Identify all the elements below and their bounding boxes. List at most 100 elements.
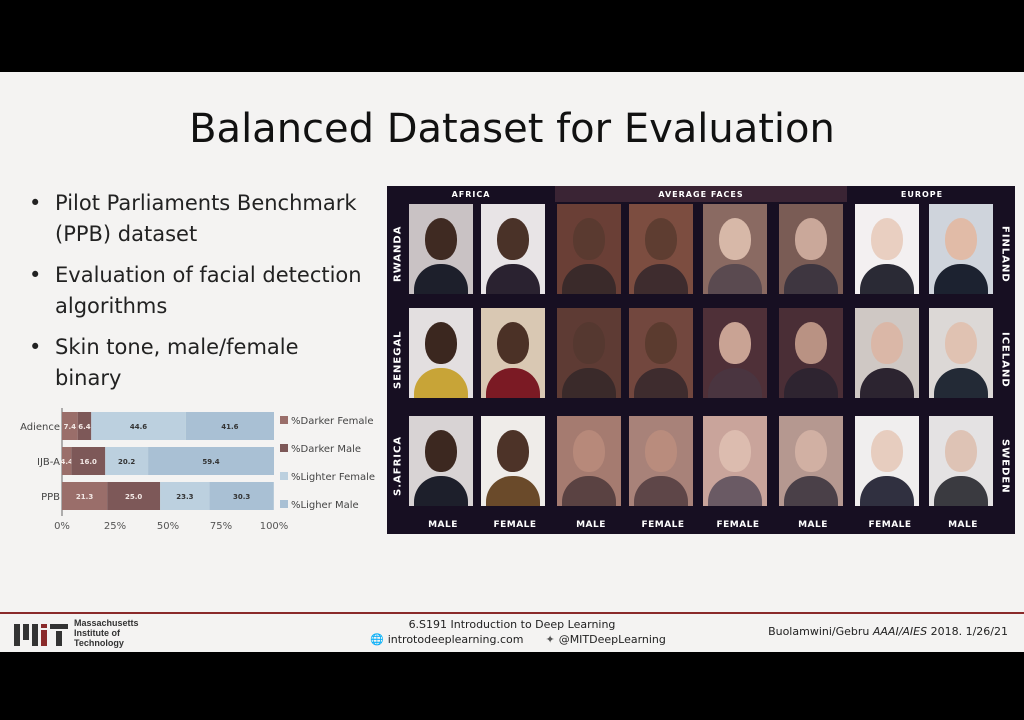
face-photo: [481, 204, 545, 294]
face-photo-body: [708, 264, 762, 294]
bar-value-label: 21.3: [76, 493, 93, 501]
website-text: introtodeeplearning.com: [387, 633, 524, 646]
column-label: FEMALE: [868, 520, 912, 530]
face-photo: [409, 204, 473, 294]
country-label-finland: FINLAND: [999, 225, 1011, 283]
dataset-composition-chart: Adience 7.4 6.4 44.6 41.6 IJB-A 4.4 16.0 20.2 59.…: [0, 402, 380, 537]
face-photo-body: [562, 264, 616, 294]
face-photo-body: [486, 368, 540, 398]
face-photo-head: [945, 218, 977, 260]
course-title: 6.S191 Introduction to Deep Learning: [408, 618, 616, 631]
face-photo-head: [645, 322, 677, 364]
face-photo-body: [414, 264, 468, 294]
mit-name-line: Technology: [74, 638, 124, 648]
face-photo-head: [795, 218, 827, 260]
header-africa: AFRICA: [451, 189, 491, 199]
column-label: MALE: [948, 520, 978, 530]
face-photo: [855, 416, 919, 506]
face-photo-head: [795, 430, 827, 472]
bar-value-label: 4.4: [60, 458, 73, 466]
bar-segment: [62, 412, 78, 440]
face-photo-head: [945, 322, 977, 364]
category-label: Adience: [20, 422, 60, 433]
category-label: PPB: [41, 492, 60, 503]
bar-segment: [62, 482, 108, 510]
legend-swatch: [280, 416, 288, 424]
face-photo-body: [934, 368, 988, 398]
legend-label: %Lighter Female: [291, 472, 375, 483]
face-photo-head: [497, 218, 529, 260]
bar-value-label: 30.3: [233, 493, 250, 501]
bar-value-label: 23.3: [176, 493, 193, 501]
face-photo-head: [497, 430, 529, 472]
face-photo-body: [860, 264, 914, 294]
bullet-item: Pilot Parliaments Benchmark (PPB) datase…: [26, 188, 366, 250]
bar-segment: [105, 447, 149, 475]
face-photo-body: [634, 368, 688, 398]
face-photo: [557, 416, 621, 506]
face-photo-body: [860, 368, 914, 398]
face-photo-head: [871, 430, 903, 472]
mit-name-line: Massachusetts: [74, 618, 139, 628]
citation-venue: AAAI/AIES: [872, 625, 928, 638]
face-photo-body: [634, 264, 688, 294]
footer-links: 🌐 introtodeeplearning.com ✦ @MITDeepLearni…: [370, 633, 666, 646]
legend-label: %Darker Male: [291, 444, 361, 455]
twitter-text: @MITDeepLearning: [558, 633, 666, 646]
face-photo: [409, 416, 473, 506]
face-photo-body: [486, 476, 540, 506]
slide: Balanced Dataset for Evaluation Pilot Pa…: [0, 72, 1024, 650]
country-label-iceland: ICELAND: [999, 332, 1011, 388]
website-link[interactable]: 🌐 introtodeeplearning.com: [370, 633, 523, 646]
bar-segment: [91, 412, 186, 440]
citation-authors: Buolamwini/Gebru: [768, 625, 873, 638]
face-photo: [929, 416, 993, 506]
face-photo-body: [708, 368, 762, 398]
face-photo-head: [425, 322, 457, 364]
face-photo-head: [425, 218, 457, 260]
face-photo-head: [497, 322, 529, 364]
x-tick-label: 0%: [54, 521, 70, 532]
twitter-link[interactable]: ✦ @MITDeepLearning: [545, 633, 665, 646]
bar-value-label: 7.4: [64, 423, 77, 431]
legend-swatch: [280, 500, 288, 508]
face-photo-body: [934, 476, 988, 506]
face-photo-head: [719, 430, 751, 472]
face-photo-head: [871, 218, 903, 260]
face-photo-head: [645, 218, 677, 260]
bullet-item: Evaluation of facial detection algorithm…: [26, 260, 366, 322]
column-label: MALE: [798, 520, 828, 530]
mit-logo-icon: [14, 624, 68, 646]
column-label: MALE: [576, 520, 606, 530]
country-label-sweden: SWEDEN: [999, 438, 1011, 494]
legend-label: %Darker Female: [291, 416, 373, 427]
face-photo-head: [795, 322, 827, 364]
column-label: MALE: [428, 520, 458, 530]
face-photo-body: [860, 476, 914, 506]
face-photo-body: [934, 264, 988, 294]
face-photo: [855, 308, 919, 398]
face-photo: [779, 416, 843, 506]
bar-segment: [160, 482, 210, 510]
face-photo: [703, 308, 767, 398]
bar-segment: [185, 412, 274, 440]
slide-footer: Massachusetts Institute of Technology 6.…: [0, 612, 1024, 652]
bar-segment: [209, 482, 274, 510]
globe-icon: 🌐: [370, 633, 384, 646]
legend-swatch: [280, 472, 288, 480]
bar-value-label: 41.6: [221, 423, 238, 431]
column-label: FEMALE: [493, 520, 537, 530]
face-photo-head: [573, 430, 605, 472]
bar-segment: [148, 447, 274, 475]
bar-value-label: 25.0: [125, 493, 142, 501]
face-photo: [481, 308, 545, 398]
country-label-senegal: SENEGAL: [392, 330, 404, 390]
bar-value-label: 6.4: [78, 423, 91, 431]
face-photo: [703, 416, 767, 506]
bar-value-label: 44.6: [130, 423, 147, 431]
x-tick-label: 75%: [210, 521, 232, 532]
face-photo-head: [573, 218, 605, 260]
face-photo-body: [562, 476, 616, 506]
twitter-icon: ✦: [545, 633, 555, 646]
face-photo-head: [645, 430, 677, 472]
